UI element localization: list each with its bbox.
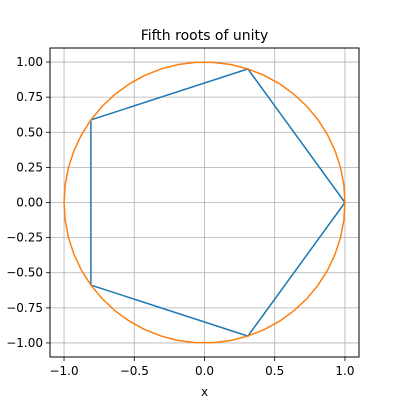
chart-title: Fifth roots of unity xyxy=(141,28,269,44)
y-tick-label: 0.50 xyxy=(16,125,43,139)
x-tick-label: 1.0 xyxy=(335,364,354,378)
x-tick-label: −0.5 xyxy=(120,364,149,378)
x-tick-label: 0.5 xyxy=(265,364,284,378)
x-tick-label: −1.0 xyxy=(49,364,78,378)
y-tick-label: −0.25 xyxy=(6,231,43,245)
x-axis-label: x xyxy=(201,385,208,399)
y-tick-label: −0.75 xyxy=(6,301,43,315)
grid xyxy=(50,48,359,357)
y-tick-label: 0.25 xyxy=(16,160,43,174)
y-tick-label: 0.00 xyxy=(16,196,43,210)
y-tick-label: −0.50 xyxy=(6,266,43,280)
y-tick-label: 1.00 xyxy=(16,55,43,69)
y-tick-label: −1.00 xyxy=(6,336,43,350)
ticks: −1.0 −0.5 0.0 0.5 1.0 1.00 0.75 0.50 0.25 0.00 −0.… xyxy=(6,55,354,378)
x-tick-label: 0.0 xyxy=(195,364,214,378)
y-tick-label: 0.75 xyxy=(16,90,43,104)
